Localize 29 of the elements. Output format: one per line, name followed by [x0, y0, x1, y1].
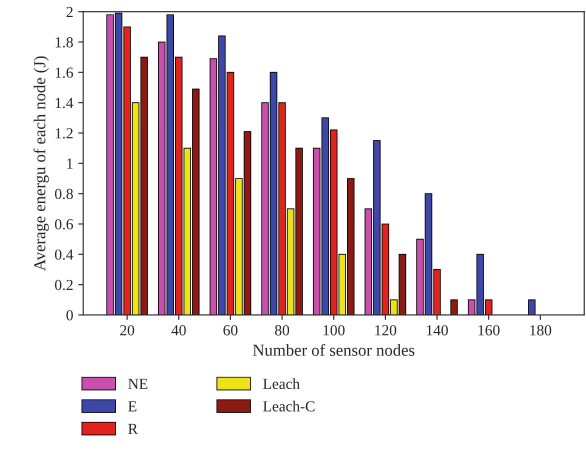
y-tick-label: 2 — [66, 6, 73, 17]
x-tick-label: 80 — [275, 325, 290, 336]
bar — [528, 299, 536, 315]
x-tick-label: 20 — [120, 325, 134, 336]
legend-label: NE — [128, 378, 148, 389]
x-tick-label: 40 — [171, 325, 186, 336]
x-tick-label: 120 — [375, 325, 396, 336]
y-tick-label: 0.4 — [54, 249, 74, 260]
y-axis-title: Average energu of each node (J) — [34, 56, 49, 271]
bar — [450, 299, 458, 315]
x-tick-label: 180 — [530, 325, 552, 336]
legend-label: Leach-C — [263, 400, 314, 412]
legend-label: Leach — [263, 378, 300, 389]
y-tick-label: 1.6 — [56, 68, 74, 78]
y-tick-label: 0 — [66, 310, 73, 320]
x-tick-label: 160 — [478, 325, 500, 336]
y-tick-label: 0.8 — [54, 188, 73, 200]
legend-label: R — [128, 424, 138, 434]
x-tick-label: 100 — [324, 325, 345, 336]
y-tick-label: 1.2 — [56, 128, 73, 139]
x-tick-label: 60 — [223, 325, 238, 336]
x-axis-title: Number of sensor nodes — [252, 344, 414, 356]
y-tick-label: 1 — [67, 158, 73, 169]
y-tick-label: 0.6 — [54, 219, 74, 230]
y-tick-label: 1.4 — [56, 98, 74, 108]
y-tick-label: 1.8 — [56, 37, 73, 48]
x-tick-label: 140 — [426, 325, 448, 336]
y-tick-label: 0.2 — [54, 280, 73, 290]
legend-label: E — [128, 401, 136, 412]
